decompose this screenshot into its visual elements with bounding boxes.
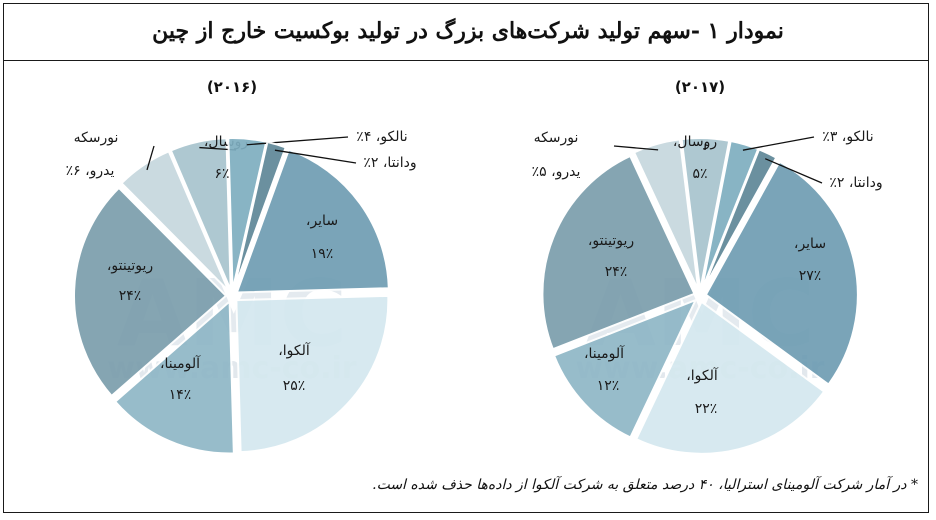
chart-title: (۲۰۱۷): [675, 78, 725, 96]
slice-label: سایر،: [794, 236, 826, 252]
pie-slice: [541, 154, 696, 351]
pie-slice: [227, 137, 268, 291]
slice-value-label: ۵٪: [692, 166, 707, 182]
pie-slice: [235, 294, 390, 454]
slice-value-label: ۲۵٪: [283, 378, 306, 394]
page-title: نمودار ۱ -سهم تولید شرکت‌های بزرگ در تول…: [152, 18, 784, 44]
slice-value-label: ۲۴٪: [119, 288, 142, 304]
pie-slice: [680, 137, 731, 291]
pie-slice: [232, 140, 287, 291]
slice-value-label: ۲۴٪: [605, 264, 628, 280]
pie-slice: [701, 148, 778, 292]
pie-slice: [632, 138, 700, 291]
slice-label: آلومینا،: [160, 355, 201, 372]
slice-label: آلومینا،: [584, 345, 625, 362]
slice-value-label: ۶٪: [214, 166, 229, 182]
slice-label: ودانتا، ۲٪: [829, 175, 882, 191]
slice-value-label: یدرو، ۶٪: [66, 163, 115, 179]
slice-label: سایر،: [306, 213, 338, 229]
leader-line: [764, 158, 823, 184]
slice-label: نورسکه: [534, 130, 579, 146]
slice-label: ودانتا، ۲٪: [363, 155, 416, 171]
chart-frame: [3, 3, 929, 513]
pie-slice: [73, 186, 228, 398]
slice-label: آلکوا،: [278, 342, 311, 359]
slice-value-label: ۱۹٪: [311, 246, 334, 262]
slice-value-label: ۲۷٪: [799, 268, 822, 284]
slice-value-label: ۱۲٪: [597, 378, 620, 394]
leader-line: [246, 136, 349, 146]
slice-value-label: ۲۲٪: [695, 401, 718, 417]
slice-label: نورسکه: [74, 130, 119, 146]
slice-label: آلکوا،: [686, 367, 719, 384]
slice-label: روسال،: [673, 134, 717, 150]
slice-label: نالکو، ۳٪: [822, 129, 873, 145]
slice-value-label: ۱۴٪: [169, 387, 192, 403]
slice-value-label: یدرو، ۵٪: [532, 164, 581, 180]
leader-line: [274, 149, 357, 164]
slice-label: ریوتینتو،: [107, 258, 153, 274]
pie-slice: [704, 160, 859, 386]
pie-slice: [113, 299, 235, 455]
chart-title: (۲۰۱۶): [207, 78, 257, 96]
pie-slice: [120, 150, 230, 292]
slice-label: نالکو، ۴٪: [356, 129, 407, 145]
footnote: * در آمار شرکت آلومینای استرالیا، ۴۰ درص…: [372, 477, 918, 493]
leader-line: [146, 145, 155, 171]
title-divider: [3, 60, 929, 61]
pie-slice: [634, 300, 826, 455]
pie-slice: [169, 137, 232, 291]
pie-slice: [552, 298, 698, 439]
leader-line: [742, 136, 815, 151]
pie-slice: [235, 148, 390, 294]
slice-label: ریوتینتو،: [588, 233, 634, 249]
leader-line: [613, 145, 659, 151]
